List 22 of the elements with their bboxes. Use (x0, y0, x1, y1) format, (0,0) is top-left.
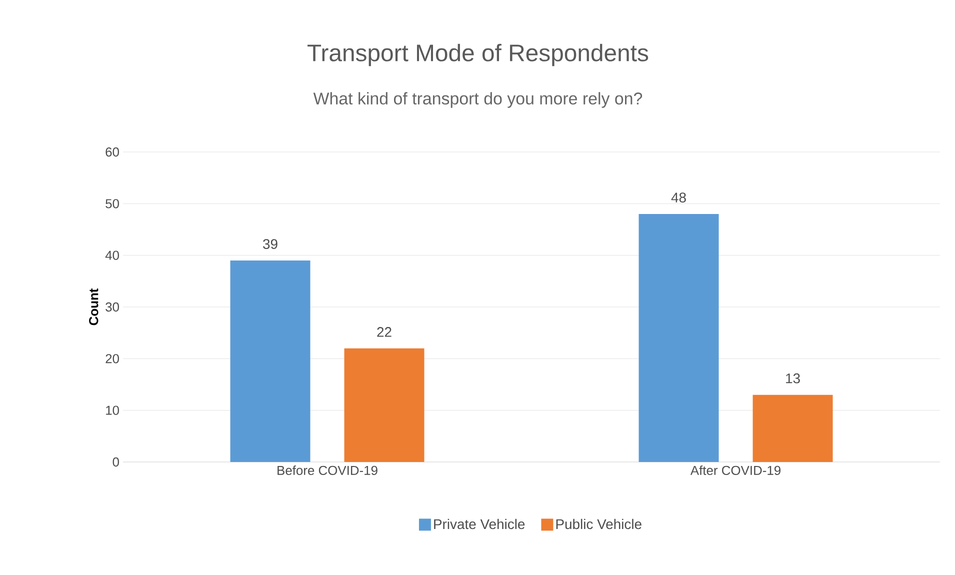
y-tick-label: 40 (105, 250, 119, 260)
x-tick-label: Before COVID-19 (278, 466, 378, 475)
chart-subtitle: What kind of transport do you more rely on? (313, 92, 642, 108)
bar (344, 348, 424, 462)
y-tick-label: 10 (106, 406, 119, 415)
data-label: 22 (377, 327, 392, 337)
bar (752, 394, 833, 462)
legend-label: Private Vehicle (434, 518, 525, 530)
y-tick-label: 60 (106, 147, 119, 157)
bar (230, 260, 310, 462)
legend-label: Public Vehicle (556, 518, 642, 530)
data-label: 48 (671, 192, 686, 202)
y-tick-label: 0 (112, 457, 119, 467)
y-tick-label: 30 (106, 302, 119, 312)
y-tick-label: 20 (106, 354, 119, 364)
data-label: 39 (263, 239, 278, 249)
y-tick-label: 50 (106, 199, 119, 208)
bar (638, 214, 719, 462)
chart-title: Transport Mode of Respondents (308, 44, 648, 66)
data-label: 13 (786, 373, 800, 384)
y-axis-title: Count (89, 288, 98, 326)
x-tick-label: After COVID-19 (690, 466, 780, 475)
